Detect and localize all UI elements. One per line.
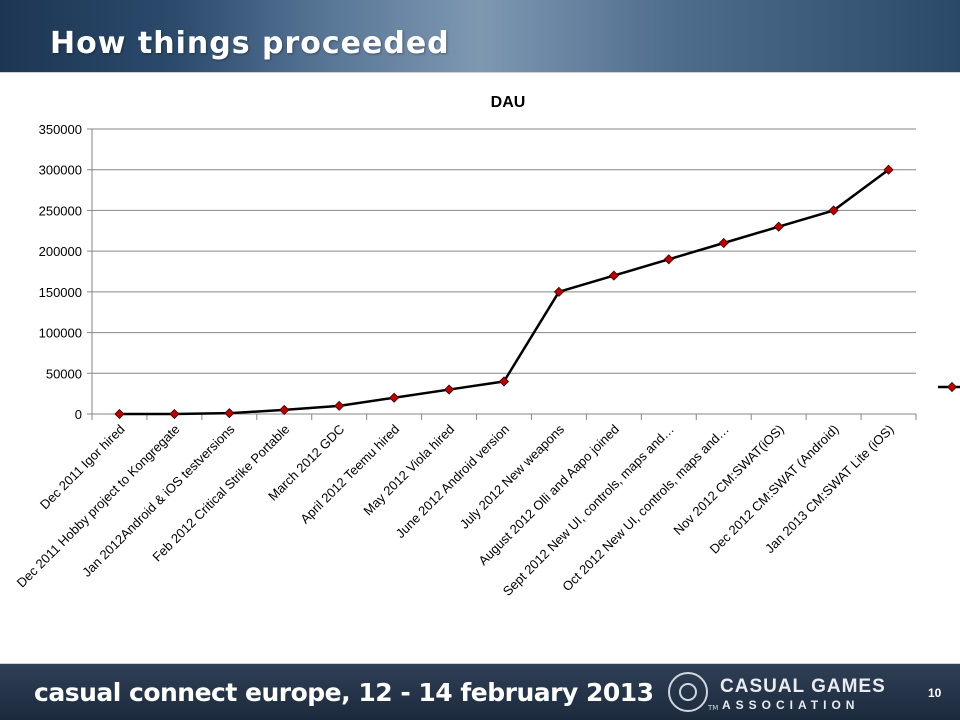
cga-logo-icon bbox=[668, 672, 708, 712]
data-point bbox=[498, 376, 510, 387]
slide-title: How things proceeded bbox=[50, 26, 450, 61]
trademark-mark: TM bbox=[708, 704, 719, 712]
slide-header: How things proceeded bbox=[0, 0, 960, 72]
x-tick-label: June 2012 Android version bbox=[393, 422, 512, 541]
x-tick-label: May 2012 Viola hired bbox=[360, 422, 457, 519]
x-tick-label: April 2012 Teemu hired bbox=[297, 422, 402, 527]
data-point bbox=[718, 237, 729, 249]
y-axis: 0 50000 100000 150000 200000 250000 300000 3500… bbox=[39, 122, 93, 422]
data-point bbox=[883, 164, 894, 175]
x-tick-label: Nov 2012 CM:SWAT(iOS) bbox=[670, 422, 786, 538]
org-name-line2: ASSOCIATION bbox=[722, 698, 860, 712]
y-tick-label: 150000 bbox=[39, 285, 82, 300]
data-point bbox=[608, 270, 619, 281]
y-tick-label: 200000 bbox=[39, 244, 82, 259]
org-name-line1: CASUAL GAMES bbox=[720, 676, 886, 697]
y-tick-label: 250000 bbox=[39, 203, 82, 218]
y-tick-label: 0 bbox=[75, 407, 82, 422]
dau-line-chart: DAU 0 50000 100000 150000 200000 250000 300000… bbox=[14, 94, 960, 599]
legend-marker bbox=[946, 381, 958, 393]
data-point bbox=[169, 408, 180, 420]
y-tick-label: 100000 bbox=[39, 326, 82, 341]
data-point bbox=[224, 408, 235, 419]
legend bbox=[938, 381, 960, 393]
data-point bbox=[663, 254, 674, 265]
chart-title: DAU bbox=[491, 94, 526, 111]
page-number: 10 bbox=[928, 686, 942, 700]
chart-panel bbox=[0, 72, 960, 664]
x-tick-label: July 2012 New weapons bbox=[457, 421, 568, 532]
event-banner-text: casual connect europe, 12 - 14 february … bbox=[34, 678, 654, 707]
slide-footer: casual connect europe, 12 - 14 february … bbox=[0, 664, 960, 720]
data-point bbox=[389, 392, 400, 403]
y-tick-label: 50000 bbox=[46, 366, 82, 381]
data-point bbox=[828, 205, 839, 216]
y-tick-label: 300000 bbox=[39, 163, 82, 178]
data-point bbox=[114, 408, 125, 420]
series-markers bbox=[114, 164, 894, 420]
y-tick-label: 350000 bbox=[39, 122, 82, 137]
y-gridlines bbox=[92, 128, 916, 415]
data-point bbox=[279, 404, 290, 415]
data-point bbox=[444, 384, 455, 395]
data-point bbox=[773, 221, 784, 232]
cga-logo-inner-icon bbox=[679, 683, 697, 701]
data-point bbox=[334, 400, 345, 411]
data-point bbox=[553, 286, 564, 297]
